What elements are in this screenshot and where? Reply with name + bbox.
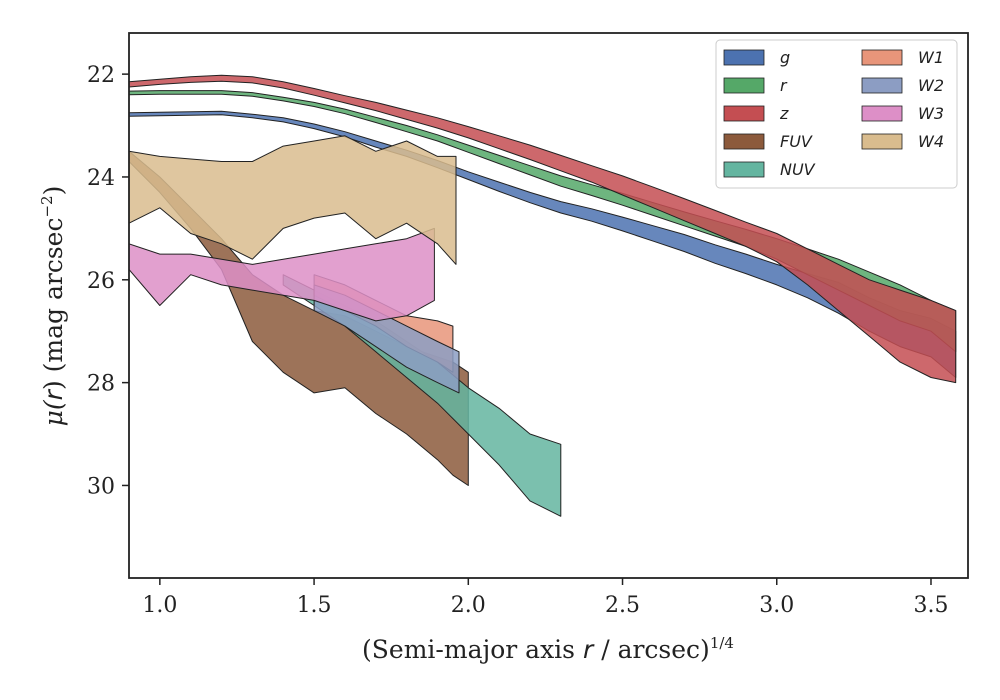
legend-label-w3: W3 [918, 104, 944, 123]
legend-swatch-fuv [723, 133, 765, 150]
y-axis-label-part-2: ) (mag arcsec [39, 218, 68, 391]
legend-label-g: g [780, 48, 790, 67]
legend-label-w1: W1 [918, 48, 944, 67]
x-axis-label-part-2: / arcsec) [593, 635, 710, 664]
y-tick-label: 30 [87, 474, 115, 499]
x-tick-label: 1.5 [297, 593, 332, 618]
plot-frame [128, 32, 969, 579]
y-axis-label: μ(r) (mag arcsec−2) [38, 186, 68, 427]
y-axis-label-part-1: μ( [39, 399, 68, 426]
legend-label-w2: W2 [918, 76, 944, 95]
legend-swatch-r [723, 77, 765, 94]
legend-label-fuv: FUV [780, 132, 813, 151]
y-tick-label: 28 [87, 372, 115, 397]
x-tick-label: 3.5 [913, 593, 948, 618]
series-band-w3 [129, 227, 435, 322]
series-band-z [129, 74, 957, 384]
legend-label-r: r [780, 76, 788, 95]
legend-label-nuv: NUV [780, 160, 816, 179]
y-tick-label: 24 [87, 166, 115, 191]
x-tick-label: 3.0 [759, 593, 794, 618]
legend-swatch-w3 [861, 105, 903, 122]
legend-swatch-z [723, 105, 765, 122]
legend-label-z: z [779, 104, 789, 123]
y-axis: 22 24 26 28 30 [87, 63, 129, 499]
legend-swatch-w4 [861, 133, 903, 150]
x-axis: 1.0 1.5 2.0 2.5 3.0 3.5 [142, 578, 948, 618]
legend-swatch-nuv [723, 161, 765, 178]
y-tick-label: 26 [87, 269, 115, 294]
series-layer [129, 74, 957, 517]
x-axis-label-part-1: (Semi-major axis [362, 635, 583, 664]
x-tick-label: 2.5 [605, 593, 640, 618]
series-band-w4 [129, 135, 457, 265]
y-tick-label: 22 [87, 63, 115, 88]
x-axis-label-exponent: 1/4 [710, 634, 734, 652]
y-axis-label-variable: r [39, 388, 68, 400]
x-axis-label-variable: r [583, 635, 595, 664]
legend-swatch-w1 [861, 49, 903, 66]
legend-label-w4: W4 [918, 132, 944, 151]
x-tick-label: 2.0 [451, 593, 486, 618]
legend-swatch-g [723, 49, 765, 66]
x-axis-label: (Semi-major axis r / arcsec)1/4 [362, 634, 734, 664]
legend-swatch-w2 [861, 77, 903, 94]
legend-box [715, 39, 958, 189]
y-axis-label-close: ) [39, 186, 68, 196]
y-axis-label-exponent: −2 [38, 195, 56, 217]
x-tick-label: 1.0 [142, 593, 177, 618]
legend: grz FUV NUV W1 W2 W3 W4 [715, 39, 958, 189]
